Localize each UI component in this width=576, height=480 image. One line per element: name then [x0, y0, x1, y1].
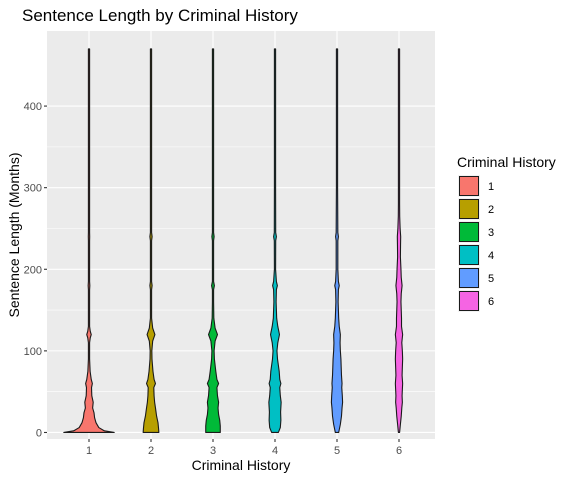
legend-label-3: 3 — [488, 227, 494, 239]
y-tick-label: 400 — [24, 101, 42, 113]
plot-panel — [47, 31, 435, 439]
x-tick-label: 4 — [272, 445, 278, 457]
legend-swatch-1 — [460, 177, 479, 196]
y-axis: 0 100 200 300 400 — [24, 101, 47, 439]
y-tick-label: 0 — [36, 427, 42, 439]
legend-swatch-4 — [460, 246, 479, 265]
x-axis-title: Criminal History — [192, 457, 291, 473]
y-tick-label: 300 — [24, 183, 42, 195]
legend-label-4: 4 — [488, 250, 494, 262]
legend: Criminal History 1 2 3 4 5 6 — [457, 154, 556, 312]
chart-title: Sentence Length by Criminal History — [22, 6, 298, 25]
x-tick-label: 3 — [210, 445, 216, 457]
legend-title: Criminal History — [457, 154, 556, 170]
legend-label-1: 1 — [488, 181, 494, 193]
y-tick-label: 200 — [24, 264, 42, 276]
x-tick-label: 5 — [334, 445, 340, 457]
legend-swatch-6 — [460, 292, 479, 311]
legend-swatch-3 — [460, 223, 479, 242]
x-tick-label: 1 — [86, 445, 92, 457]
x-axis: 1 2 3 4 5 6 — [86, 439, 402, 457]
x-tick-label: 2 — [148, 445, 154, 457]
legend-label-6: 6 — [488, 296, 494, 308]
legend-swatch-5 — [460, 269, 479, 288]
y-tick-label: 100 — [24, 346, 42, 358]
x-tick-label: 6 — [396, 445, 402, 457]
legend-label-5: 5 — [488, 273, 494, 285]
y-axis-title: Sentence Length (Months) — [6, 153, 22, 318]
legend-swatch-2 — [460, 200, 479, 219]
legend-label-2: 2 — [488, 204, 494, 216]
